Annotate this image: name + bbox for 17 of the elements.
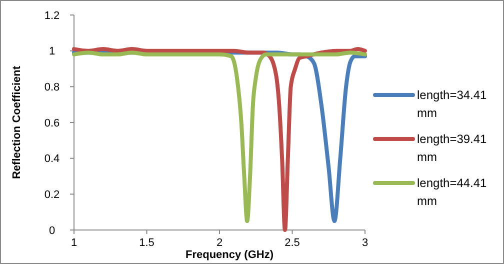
y-tick-label: 0.2	[44, 189, 60, 202]
x-tick-label: 3	[362, 237, 368, 249]
x-tick-label: 2.5	[284, 237, 300, 249]
x-tick-label: 2	[216, 237, 223, 249]
y-tick-label: 0	[48, 224, 56, 237]
x-tick-label: 1	[70, 237, 78, 249]
y-axis-title: Reflection Coefficient	[11, 66, 23, 180]
y-tick-label: 0.4	[44, 153, 60, 166]
y-tick-label: 1	[48, 46, 56, 58]
legend-label: length=44.41 mm	[417, 176, 488, 208]
legend-label: length=39.41 mm	[417, 132, 488, 164]
y-tick-label: 0.8	[44, 82, 60, 94]
y-tick-label: 0.6	[44, 117, 60, 130]
y-tick-label: 1.2	[44, 10, 60, 22]
x-tick-label: 1.5	[139, 237, 154, 249]
x-axis-title: Frequency (GHz)	[185, 249, 274, 261]
legend-label: length=34.41 mm	[417, 88, 488, 120]
